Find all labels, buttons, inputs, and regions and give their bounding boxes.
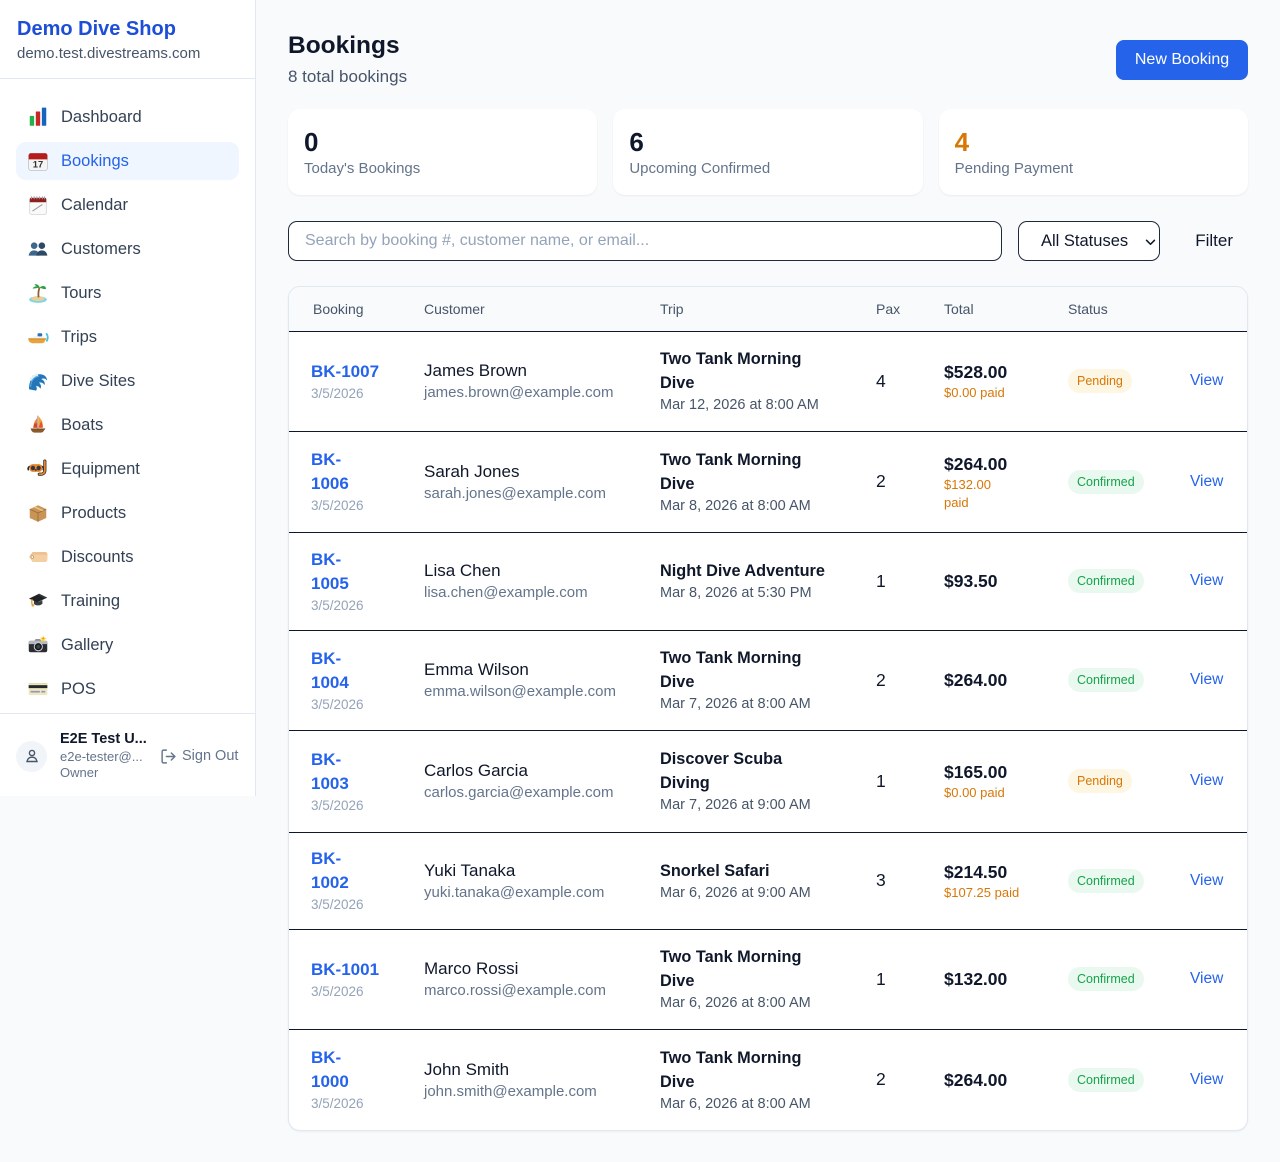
svg-text:17: 17	[33, 160, 43, 170]
